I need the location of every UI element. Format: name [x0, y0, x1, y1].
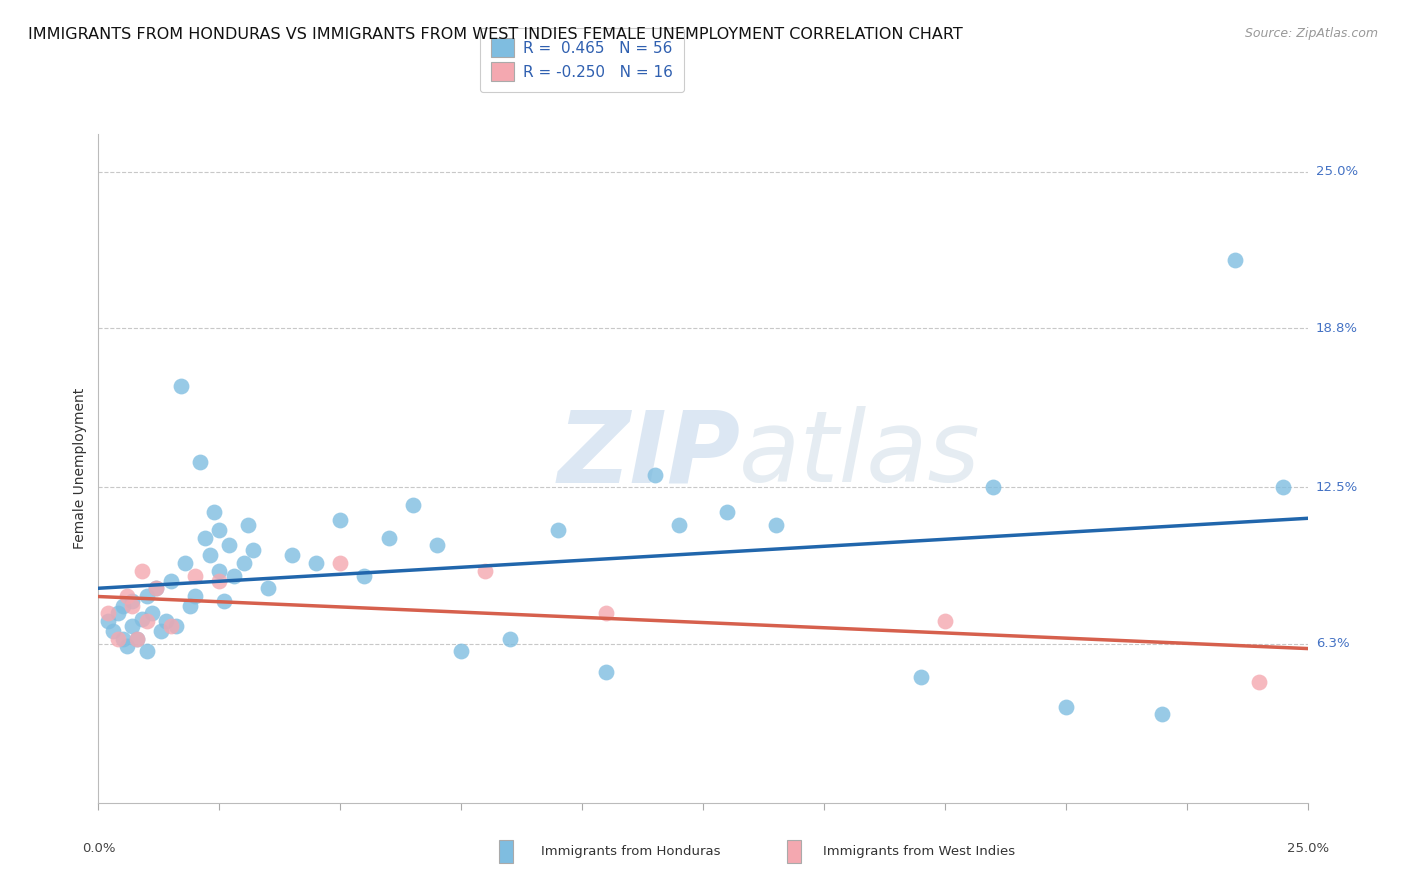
Point — [131, 611, 153, 625]
Point — [222, 568, 245, 582]
Point — [135, 589, 157, 603]
Point — [644, 467, 666, 482]
Point — [101, 624, 124, 639]
Point — [474, 564, 496, 578]
Point — [377, 531, 399, 545]
Point — [765, 518, 787, 533]
Point — [198, 549, 221, 563]
Point — [188, 455, 211, 469]
Point — [165, 619, 187, 633]
Point — [402, 498, 425, 512]
Point — [981, 480, 1004, 494]
Point — [212, 594, 235, 608]
Text: 0.0%: 0.0% — [82, 842, 115, 855]
Point — [208, 564, 231, 578]
Point — [121, 594, 143, 608]
Point — [131, 564, 153, 578]
Point — [141, 607, 163, 621]
Point — [97, 607, 120, 621]
Point — [145, 581, 167, 595]
Point — [97, 614, 120, 628]
Point — [150, 624, 173, 639]
Point — [595, 665, 617, 679]
Point — [121, 619, 143, 633]
Text: 25.0%: 25.0% — [1286, 842, 1329, 855]
Point — [208, 523, 231, 537]
Point — [184, 589, 207, 603]
Point — [426, 538, 449, 552]
Text: atlas: atlas — [740, 407, 981, 503]
Point — [179, 599, 201, 613]
Point — [256, 581, 278, 595]
Point — [208, 574, 231, 588]
Point — [498, 632, 520, 646]
Point — [107, 607, 129, 621]
Text: 12.5%: 12.5% — [1316, 481, 1358, 494]
Point — [305, 556, 328, 570]
Point — [184, 568, 207, 582]
Point — [117, 640, 139, 654]
Point — [547, 523, 569, 537]
Point — [160, 619, 183, 633]
Point — [329, 556, 352, 570]
Point — [668, 518, 690, 533]
Text: ZIP: ZIP — [558, 407, 741, 503]
Y-axis label: Female Unemployment: Female Unemployment — [73, 388, 87, 549]
Point — [716, 506, 738, 520]
Point — [353, 568, 375, 582]
Point — [450, 644, 472, 658]
Point — [127, 632, 149, 646]
Point — [121, 599, 143, 613]
Point — [1054, 699, 1077, 714]
Text: Immigrants from Honduras: Immigrants from Honduras — [541, 846, 721, 858]
Point — [595, 607, 617, 621]
Point — [107, 632, 129, 646]
Point — [1223, 253, 1246, 268]
Point — [204, 506, 226, 520]
Point — [111, 632, 134, 646]
Point — [169, 379, 191, 393]
Point — [135, 614, 157, 628]
Point — [155, 614, 177, 628]
Point — [218, 538, 240, 552]
Point — [242, 543, 264, 558]
Point — [194, 531, 217, 545]
Text: Immigrants from West Indies: Immigrants from West Indies — [823, 846, 1015, 858]
Text: IMMIGRANTS FROM HONDURAS VS IMMIGRANTS FROM WEST INDIES FEMALE UNEMPLOYMENT CORR: IMMIGRANTS FROM HONDURAS VS IMMIGRANTS F… — [28, 27, 963, 42]
Text: 6.3%: 6.3% — [1316, 637, 1350, 650]
Point — [174, 556, 197, 570]
Point — [111, 599, 134, 613]
Text: Source: ZipAtlas.com: Source: ZipAtlas.com — [1244, 27, 1378, 40]
Point — [127, 632, 149, 646]
Legend: R =  0.465   N = 56, R = -0.250   N = 16: R = 0.465 N = 56, R = -0.250 N = 16 — [481, 28, 683, 92]
Text: 18.8%: 18.8% — [1316, 322, 1358, 334]
Point — [117, 589, 139, 603]
Point — [1152, 707, 1174, 722]
Point — [135, 644, 157, 658]
Point — [281, 549, 304, 563]
Point — [329, 513, 352, 527]
Point — [238, 518, 260, 533]
Point — [232, 556, 254, 570]
Point — [1249, 674, 1271, 689]
Text: 25.0%: 25.0% — [1316, 165, 1358, 178]
Point — [1272, 480, 1295, 494]
Point — [934, 614, 956, 628]
Point — [910, 669, 932, 683]
Point — [145, 581, 167, 595]
Point — [160, 574, 183, 588]
